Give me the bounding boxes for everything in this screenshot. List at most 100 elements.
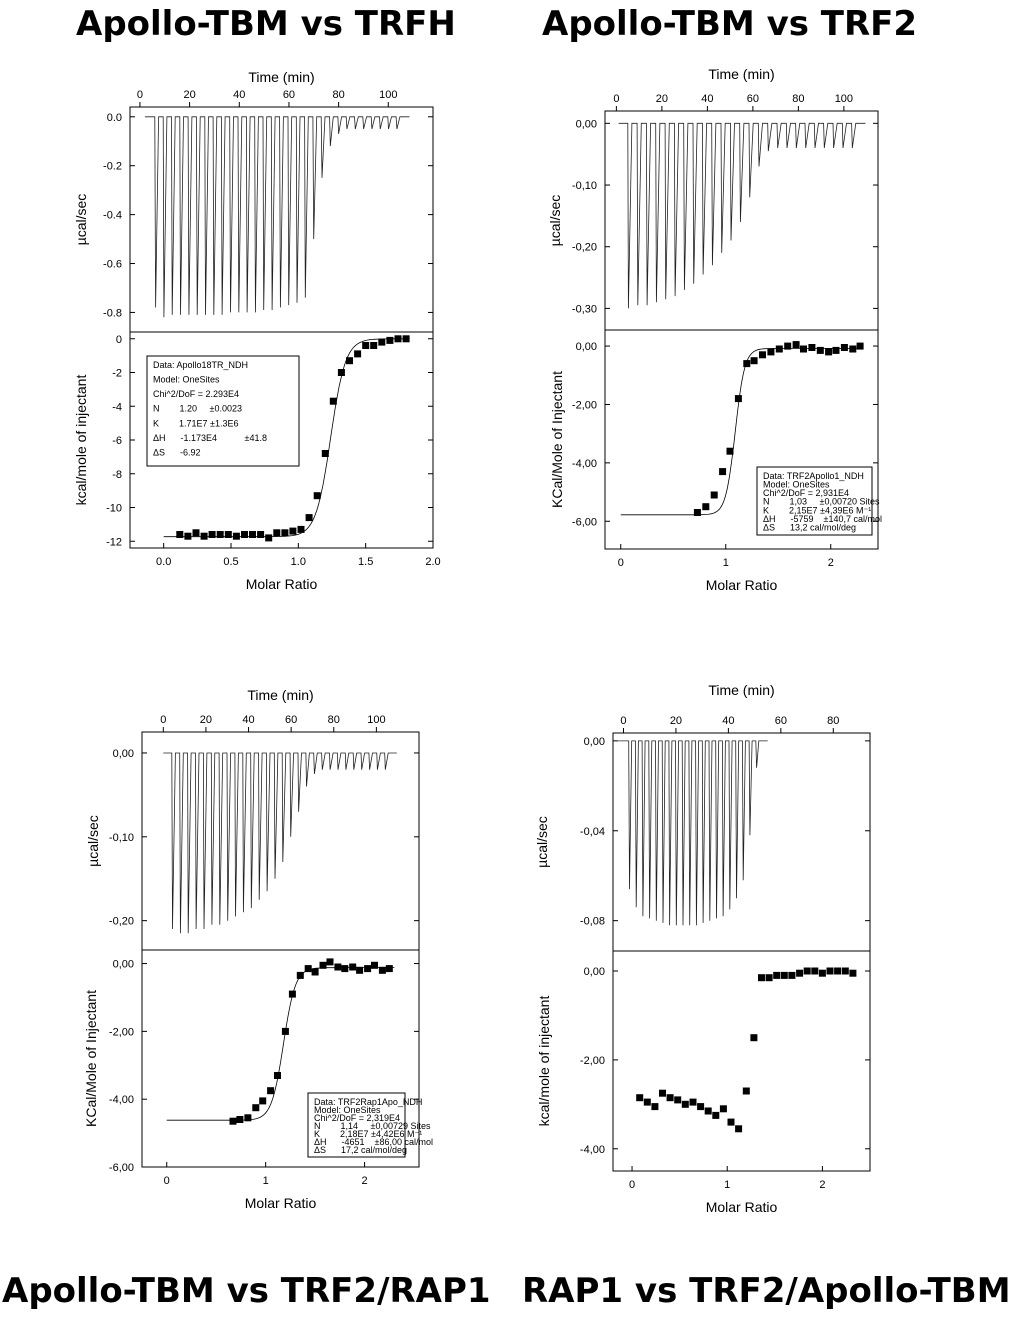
fit-box-frame [146,355,300,467]
data-point [364,965,372,973]
time-tick-label: 60 [747,93,759,105]
fit-parameters-box: Data: Apollo18TR_NDH Model: OneSites Chi^2… [146,355,300,467]
ratio-axis-label: Molar Ratio [245,1195,317,1211]
fit-parameter-line: N 1.20 ±0.0023 [153,404,242,414]
bottom-plot-frame [141,949,420,1168]
data-point [792,341,800,349]
data-point [362,342,370,349]
data-point [274,1072,281,1079]
data-point [719,1105,727,1113]
data-point [229,1117,237,1125]
data-point [354,350,362,358]
fit-parameter-line: K 2,18E7 ±4,42E6 M⁻¹ [314,1129,422,1139]
ucal-axis-label: µcal/sec [534,816,550,868]
data-point [257,531,265,538]
ratio-tick-label: 0.5 [223,556,238,568]
thermogram-trace [144,116,410,318]
data-point [693,509,701,516]
data-point [244,1114,252,1122]
data-point [385,965,393,973]
ratio-tick-label: 0 [164,1175,170,1187]
time-tick-label: 80 [328,714,340,726]
data-point [796,969,804,977]
time-tick-label: 60 [775,715,787,727]
data-point [735,1125,743,1133]
fit-parameter-line: ΔH -1.173E4 ±41.8 [153,433,267,443]
data-point [750,357,758,365]
data-point [765,974,773,982]
data-point [750,1034,758,1042]
fit-parameter-line: Model: OneSites [314,1105,381,1115]
heat-tick-label: -2 [112,368,122,380]
ucal-tick-label: 0,00 [576,118,597,130]
heat-tick-label: 0,00 [584,966,605,978]
chart-c-title: Apollo-TBM vs TRF2/RAP1 [2,1271,491,1311]
fit-parameter-line: Data: Apollo18TR_NDH [153,360,248,370]
data-point [773,971,781,979]
heat-tick-label: -2,00 [109,1026,134,1038]
data-point [321,450,329,457]
data-point [319,961,327,969]
data-point [356,966,364,974]
data-point [710,491,718,499]
data-point [281,1027,289,1035]
data-point [224,531,232,538]
data-point [241,531,248,538]
time-tick-label: 20 [656,93,668,105]
fit-parameter-line: ΔS -6.92 [153,447,201,457]
fit-box-frame [756,466,873,536]
time-tick-label: 80 [332,89,344,101]
time-tick-label: 20 [670,715,682,727]
ucal-tick-label: -0.4 [103,210,122,222]
fit-parameter-line: Model: OneSites [153,375,220,385]
ucal-tick-label: 0,00 [113,748,134,760]
data-point [666,1094,674,1102]
data-point [800,345,807,353]
data-point [788,971,796,979]
ucal-tick-label: -0,10 [572,180,597,192]
data-point [803,967,811,975]
data-point [232,532,240,540]
data-point [349,963,357,971]
data-point [296,971,304,979]
ucal-tick-label: 0.0 [107,112,122,124]
heat-axis-label: KCal/Mole of Injectant [83,990,99,1127]
chart-b-title: Apollo-TBM vs TRF2 [542,4,918,44]
time-tick-label: 100 [367,714,385,726]
data-point [808,344,816,351]
data-point [378,338,386,346]
data-point [818,969,826,977]
fit-parameter-line: N 1,14 ±0,00729 Sites [314,1121,431,1131]
data-point [840,344,848,351]
data-point [856,342,864,350]
data-point [184,532,192,540]
bottom-plot-frame [612,950,871,1172]
thermogram-trace [618,122,866,309]
heat-axis-label: kcal/mole of injectant [536,996,552,1127]
fit-parameter-line: Data: TRF2Apollo1_NDH [763,471,864,481]
fit-parameter-line: N 1,03 ±0,00720 Sites [763,497,880,507]
ucal-tick-label: -0,20 [109,916,134,928]
heat-tick-label: -8 [112,469,122,481]
data-point [834,967,842,975]
data-point [704,1107,712,1115]
data-point [311,968,319,976]
time-tick-label: 20 [200,714,212,726]
time-tick-label: 40 [233,89,245,101]
data-point [767,348,775,356]
data-point [216,531,224,538]
data-point [816,346,824,354]
data-point [811,967,819,975]
ratio-axis-label: Molar Ratio [706,1199,778,1215]
thermogram-trace [163,752,397,934]
data-point [651,1103,659,1111]
ratio-tick-label: 1 [263,1175,269,1187]
data-point [702,503,710,511]
time-tick-label: 80 [792,93,804,105]
data-point [192,529,200,537]
heat-tick-label: -4,00 [109,1094,134,1106]
ratio-tick-label: 0 [629,1179,635,1191]
data-point [326,958,334,966]
